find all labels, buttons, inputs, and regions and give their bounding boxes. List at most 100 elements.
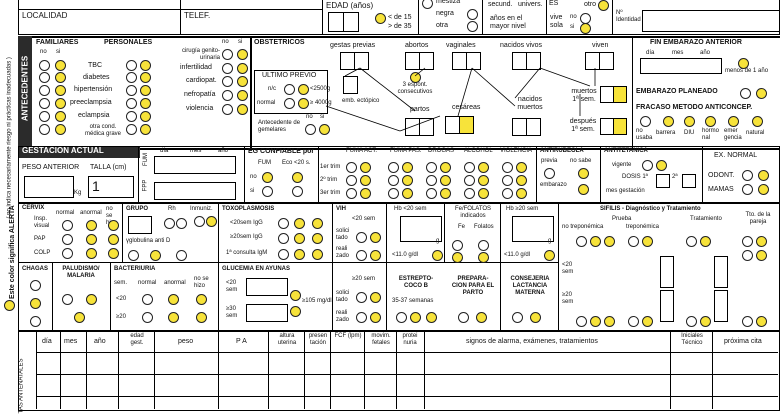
nc-dot[interactable] [284,84,295,95]
inf-no[interactable] [222,63,233,74]
rh-plus[interactable] [176,218,187,229]
edad-box-2[interactable] [343,12,359,32]
sif-c1[interactable] [686,236,697,247]
sif-a3[interactable] [604,236,615,247]
dosis1-box[interactable] [656,174,670,188]
odont-si[interactable] [742,170,753,181]
h-1-2[interactable] [360,162,371,173]
toxo-3b[interactable] [294,249,305,260]
h-2-6[interactable] [440,175,451,186]
gamma-si[interactable] [150,250,161,261]
d1-box2[interactable] [613,118,627,135]
gt4000-dot[interactable] [298,98,309,109]
gem-si-dot[interactable] [319,124,330,135]
colp-n[interactable] [62,248,73,259]
fe-no[interactable] [452,240,463,251]
card-no[interactable] [222,76,233,87]
gamma-nc[interactable] [176,250,187,261]
gem-no-dot[interactable] [305,124,316,135]
vih-sol-no[interactable] [356,232,367,243]
insp-a[interactable] [86,220,97,231]
sif-g1[interactable] [628,316,639,327]
pal-nosehizo[interactable] [74,312,85,323]
pap-x[interactable] [108,234,119,245]
planeado-si[interactable] [756,88,767,99]
hb2-box[interactable] [512,216,554,242]
fam-pre-si[interactable] [55,98,66,109]
fam-diab-no[interactable] [39,72,50,83]
vih2-sol-si[interactable] [370,292,381,303]
inm-si[interactable] [206,216,217,227]
h-1-4[interactable] [402,162,413,173]
vig-si[interactable] [656,160,667,171]
sif-b1[interactable] [628,236,639,247]
bac-1b[interactable] [168,294,179,305]
sif-i1[interactable] [742,316,753,327]
h-1-8[interactable] [478,162,489,173]
toxo-2c[interactable] [312,233,323,244]
met-3[interactable] [705,116,716,127]
sif-a2[interactable] [590,236,601,247]
rub-nosabe[interactable] [578,168,589,179]
h-3-7[interactable] [464,188,475,199]
edad-box[interactable] [328,12,344,32]
hb2-dot[interactable] [544,250,555,261]
prep-si[interactable] [476,312,487,323]
inm-no[interactable] [194,216,205,227]
insp-x[interactable] [108,220,119,231]
fe-si[interactable] [452,252,463,263]
per-diab-si[interactable] [140,72,151,83]
cesareas-box2[interactable] [459,116,474,134]
sif-i2[interactable] [756,316,767,327]
identidad-box[interactable] [642,10,780,32]
per-hip-si[interactable] [140,85,151,96]
inf-si[interactable] [237,63,248,74]
h-2-3[interactable] [388,175,399,186]
h-1-3[interactable] [388,162,399,173]
fam-tbc-no[interactable] [39,60,50,71]
nacidos-vivos-box2[interactable] [526,52,541,70]
negra-dot[interactable] [467,9,478,20]
per-tbc-si[interactable] [140,60,151,71]
nm-box2[interactable] [526,118,541,136]
pap-n[interactable] [62,234,73,245]
sif-sem-box1[interactable] [660,256,674,288]
cons-no[interactable] [512,312,523,323]
toxo-2a[interactable] [278,233,289,244]
fam-tbc-si[interactable] [55,60,66,71]
per-otra-si[interactable] [140,124,151,135]
sif-g2[interactable] [642,316,653,327]
glu-dot2[interactable] [290,306,301,317]
bac-2c[interactable] [196,312,207,323]
rub-previa[interactable] [544,168,555,179]
vig-no[interactable] [642,160,653,171]
m1-box2[interactable] [613,86,627,103]
prep-no[interactable] [458,312,469,323]
per-diab-no[interactable] [126,72,137,83]
vive-sola-si[interactable] [580,23,591,34]
chagas-minus[interactable] [30,280,41,291]
h-3-4[interactable] [402,188,413,199]
met-0[interactable] [640,116,651,127]
pal-minus[interactable] [62,294,73,305]
glu-box1[interactable] [246,278,288,296]
vih2-real-si[interactable] [370,312,381,323]
h-1-10[interactable] [516,162,527,173]
fam-hip-si[interactable] [55,85,66,96]
card-si[interactable] [237,76,248,87]
bac-2a[interactable] [142,312,153,323]
dosis2-box[interactable] [682,174,696,188]
otra-dot[interactable] [467,21,478,32]
mamas-si[interactable] [742,184,753,195]
grupo-box[interactable] [128,216,152,234]
fum-date[interactable] [154,156,236,174]
planeado-no[interactable] [740,88,751,99]
nef-si[interactable] [237,90,248,101]
insp-n[interactable] [62,220,73,231]
toxo-2b[interactable] [294,233,305,244]
est-minus[interactable] [396,312,407,323]
cir-si[interactable] [237,49,248,60]
sif-sem-box3[interactable] [660,290,674,322]
est-plus[interactable] [410,312,421,323]
eg-eco-no[interactable] [292,172,303,183]
